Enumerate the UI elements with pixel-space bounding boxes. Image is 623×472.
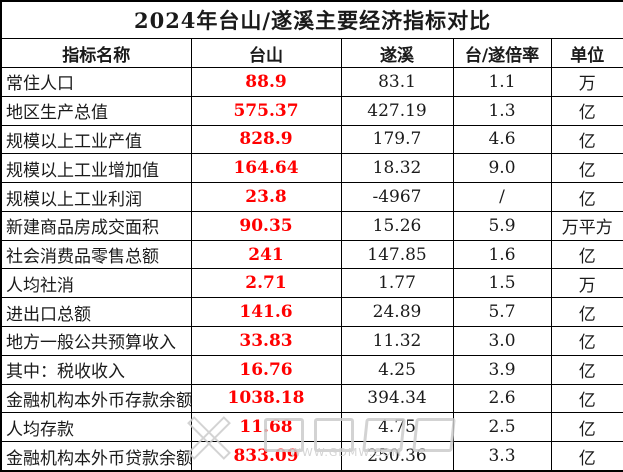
col-header-ratio: 台/遂倍率	[452, 38, 552, 68]
suixi-value-cell: 1.77	[340, 268, 454, 299]
table-row: 规模以上工业利润 23.8 -4967 / 亿	[0, 182, 623, 212]
suixi-value-cell: 147.85	[340, 239, 454, 270]
ratio-value-cell: 5.7	[452, 297, 552, 328]
unit-cell: 亿	[550, 412, 623, 443]
unit-cell: 万	[550, 67, 623, 97]
suixi-value-cell: 24.89	[340, 297, 454, 328]
ratio-value-cell: 2.5	[452, 412, 552, 443]
taishan-value-cell: 833.09	[190, 441, 342, 472]
table-row: 地区生产总值 575.37 427.19 1.3 亿	[0, 95, 623, 126]
taishan-value-cell: 33.83	[190, 326, 342, 356]
table-row: 新建商品房成交面积 90.35 15.26 5.9 万平方	[0, 210, 623, 241]
suixi-value-cell: 15.26	[340, 210, 454, 241]
table-row: 金融机构本外币存款余额 1038.18 394.34 2.6 亿	[0, 383, 623, 414]
col-header-unit: 单位	[550, 38, 623, 68]
unit-cell: 亿	[550, 182, 623, 212]
ratio-value-cell: 3.9	[452, 354, 552, 385]
indicator-name-cell: 人均存款	[0, 412, 192, 443]
suixi-value-cell: 18.32	[340, 153, 454, 184]
ratio-value-cell: 9.0	[452, 153, 552, 184]
indicator-name-cell: 规模以上工业产值	[0, 124, 192, 155]
indicator-name-cell: 规模以上工业增加值	[0, 153, 192, 184]
indicator-name-cell: 金融机构本外币贷款余额	[0, 441, 192, 472]
unit-cell: 亿	[550, 124, 623, 155]
suixi-value-cell: 427.19	[340, 95, 454, 126]
ratio-value-cell: 4.6	[452, 124, 552, 155]
suixi-value-cell: 394.34	[340, 383, 454, 414]
unit-cell: 亿	[550, 441, 623, 472]
ratio-value-cell: 1.5	[452, 268, 552, 299]
table-row: 进出口总额 141.6 24.89 5.7 亿	[0, 297, 623, 328]
suixi-value-cell: 83.1	[340, 67, 454, 97]
taishan-value-cell: 90.35	[190, 210, 342, 241]
table-row: 人均存款 11.68 4.75 2.5 亿	[0, 412, 623, 443]
suixi-value-cell: 4.25	[340, 354, 454, 385]
table-row: 人均社消 2.71 1.77 1.5 万	[0, 268, 623, 299]
indicator-name-cell: 新建商品房成交面积	[0, 210, 192, 241]
suixi-value-cell: 250.36	[340, 441, 454, 472]
ratio-value-cell: 1.3	[452, 95, 552, 126]
suixi-value-cell: 11.32	[340, 326, 454, 356]
indicator-name-cell: 地区生产总值	[0, 95, 192, 126]
header-row: 指标名称 台山 遂溪 台/遂倍率 单位	[0, 38, 623, 68]
col-header-indicator: 指标名称	[0, 38, 192, 68]
unit-cell: 亿	[550, 297, 623, 328]
indicator-name-cell: 人均社消	[0, 268, 192, 299]
title-row: 2024年台山/遂溪主要经济指标对比	[0, 0, 623, 39]
unit-cell: 亿	[550, 239, 623, 270]
taishan-value-cell: 11.68	[190, 412, 342, 443]
suixi-value-cell: 179.7	[340, 124, 454, 155]
ratio-value-cell: 1.1	[452, 67, 552, 97]
col-header-taishan: 台山	[190, 38, 342, 68]
taishan-value-cell: 241	[190, 239, 342, 270]
table-body: 常住人口 88.9 83.1 1.1 万 地区生产总值 575.37 427.1…	[0, 67, 623, 472]
taishan-value-cell: 141.6	[190, 297, 342, 328]
ratio-value-cell: /	[452, 182, 552, 212]
ratio-value-cell: 3.3	[452, 441, 552, 472]
table-row: 常住人口 88.9 83.1 1.1 万	[0, 67, 623, 97]
taishan-value-cell: 828.9	[190, 124, 342, 155]
taishan-value-cell: 23.8	[190, 182, 342, 212]
table-row: 地方一般公共预算收入 33.83 11.32 3.0 亿	[0, 326, 623, 356]
ratio-value-cell: 3.0	[452, 326, 552, 356]
taishan-value-cell: 575.37	[190, 95, 342, 126]
indicator-name-cell: 常住人口	[0, 67, 192, 97]
unit-cell: 亿	[550, 383, 623, 414]
table-row: 规模以上工业增加值 164.64 18.32 9.0 亿	[0, 153, 623, 184]
ratio-value-cell: 1.6	[452, 239, 552, 270]
table-row: 社会消费品零售总额 241 147.85 1.6 亿	[0, 239, 623, 270]
indicator-name-cell: 其中：税收收入	[0, 354, 192, 385]
indicator-name-cell: 地方一般公共预算收入	[0, 326, 192, 356]
col-header-suixi: 遂溪	[340, 38, 454, 68]
indicator-name-cell: 进出口总额	[0, 297, 192, 328]
ratio-value-cell: 5.9	[452, 210, 552, 241]
table-row: 规模以上工业产值 828.9 179.7 4.6 亿	[0, 124, 623, 155]
taishan-value-cell: 1038.18	[190, 383, 342, 414]
suixi-value-cell: -4967	[340, 182, 454, 212]
unit-cell: 万平方	[550, 210, 623, 241]
table-row: 其中：税收收入 16.76 4.25 3.9 亿	[0, 354, 623, 385]
ratio-value-cell: 2.6	[452, 383, 552, 414]
indicator-name-cell: 规模以上工业利润	[0, 182, 192, 212]
taishan-value-cell: 88.9	[190, 67, 342, 97]
taishan-value-cell: 2.71	[190, 268, 342, 299]
unit-cell: 亿	[550, 95, 623, 126]
indicator-name-cell: 金融机构本外币存款余额	[0, 383, 192, 414]
taishan-value-cell: 164.64	[190, 153, 342, 184]
indicator-name-cell: 社会消费品零售总额	[0, 239, 192, 270]
taishan-value-cell: 16.76	[190, 354, 342, 385]
unit-cell: 亿	[550, 153, 623, 184]
unit-cell: 亿	[550, 326, 623, 356]
unit-cell: 万	[550, 268, 623, 299]
table-row: 金融机构本外币贷款余额 833.09 250.36 3.3 亿	[0, 441, 623, 472]
table-title: 2024年台山/遂溪主要经济指标对比	[0, 0, 623, 39]
unit-cell: 亿	[550, 354, 623, 385]
suixi-value-cell: 4.75	[340, 412, 454, 443]
